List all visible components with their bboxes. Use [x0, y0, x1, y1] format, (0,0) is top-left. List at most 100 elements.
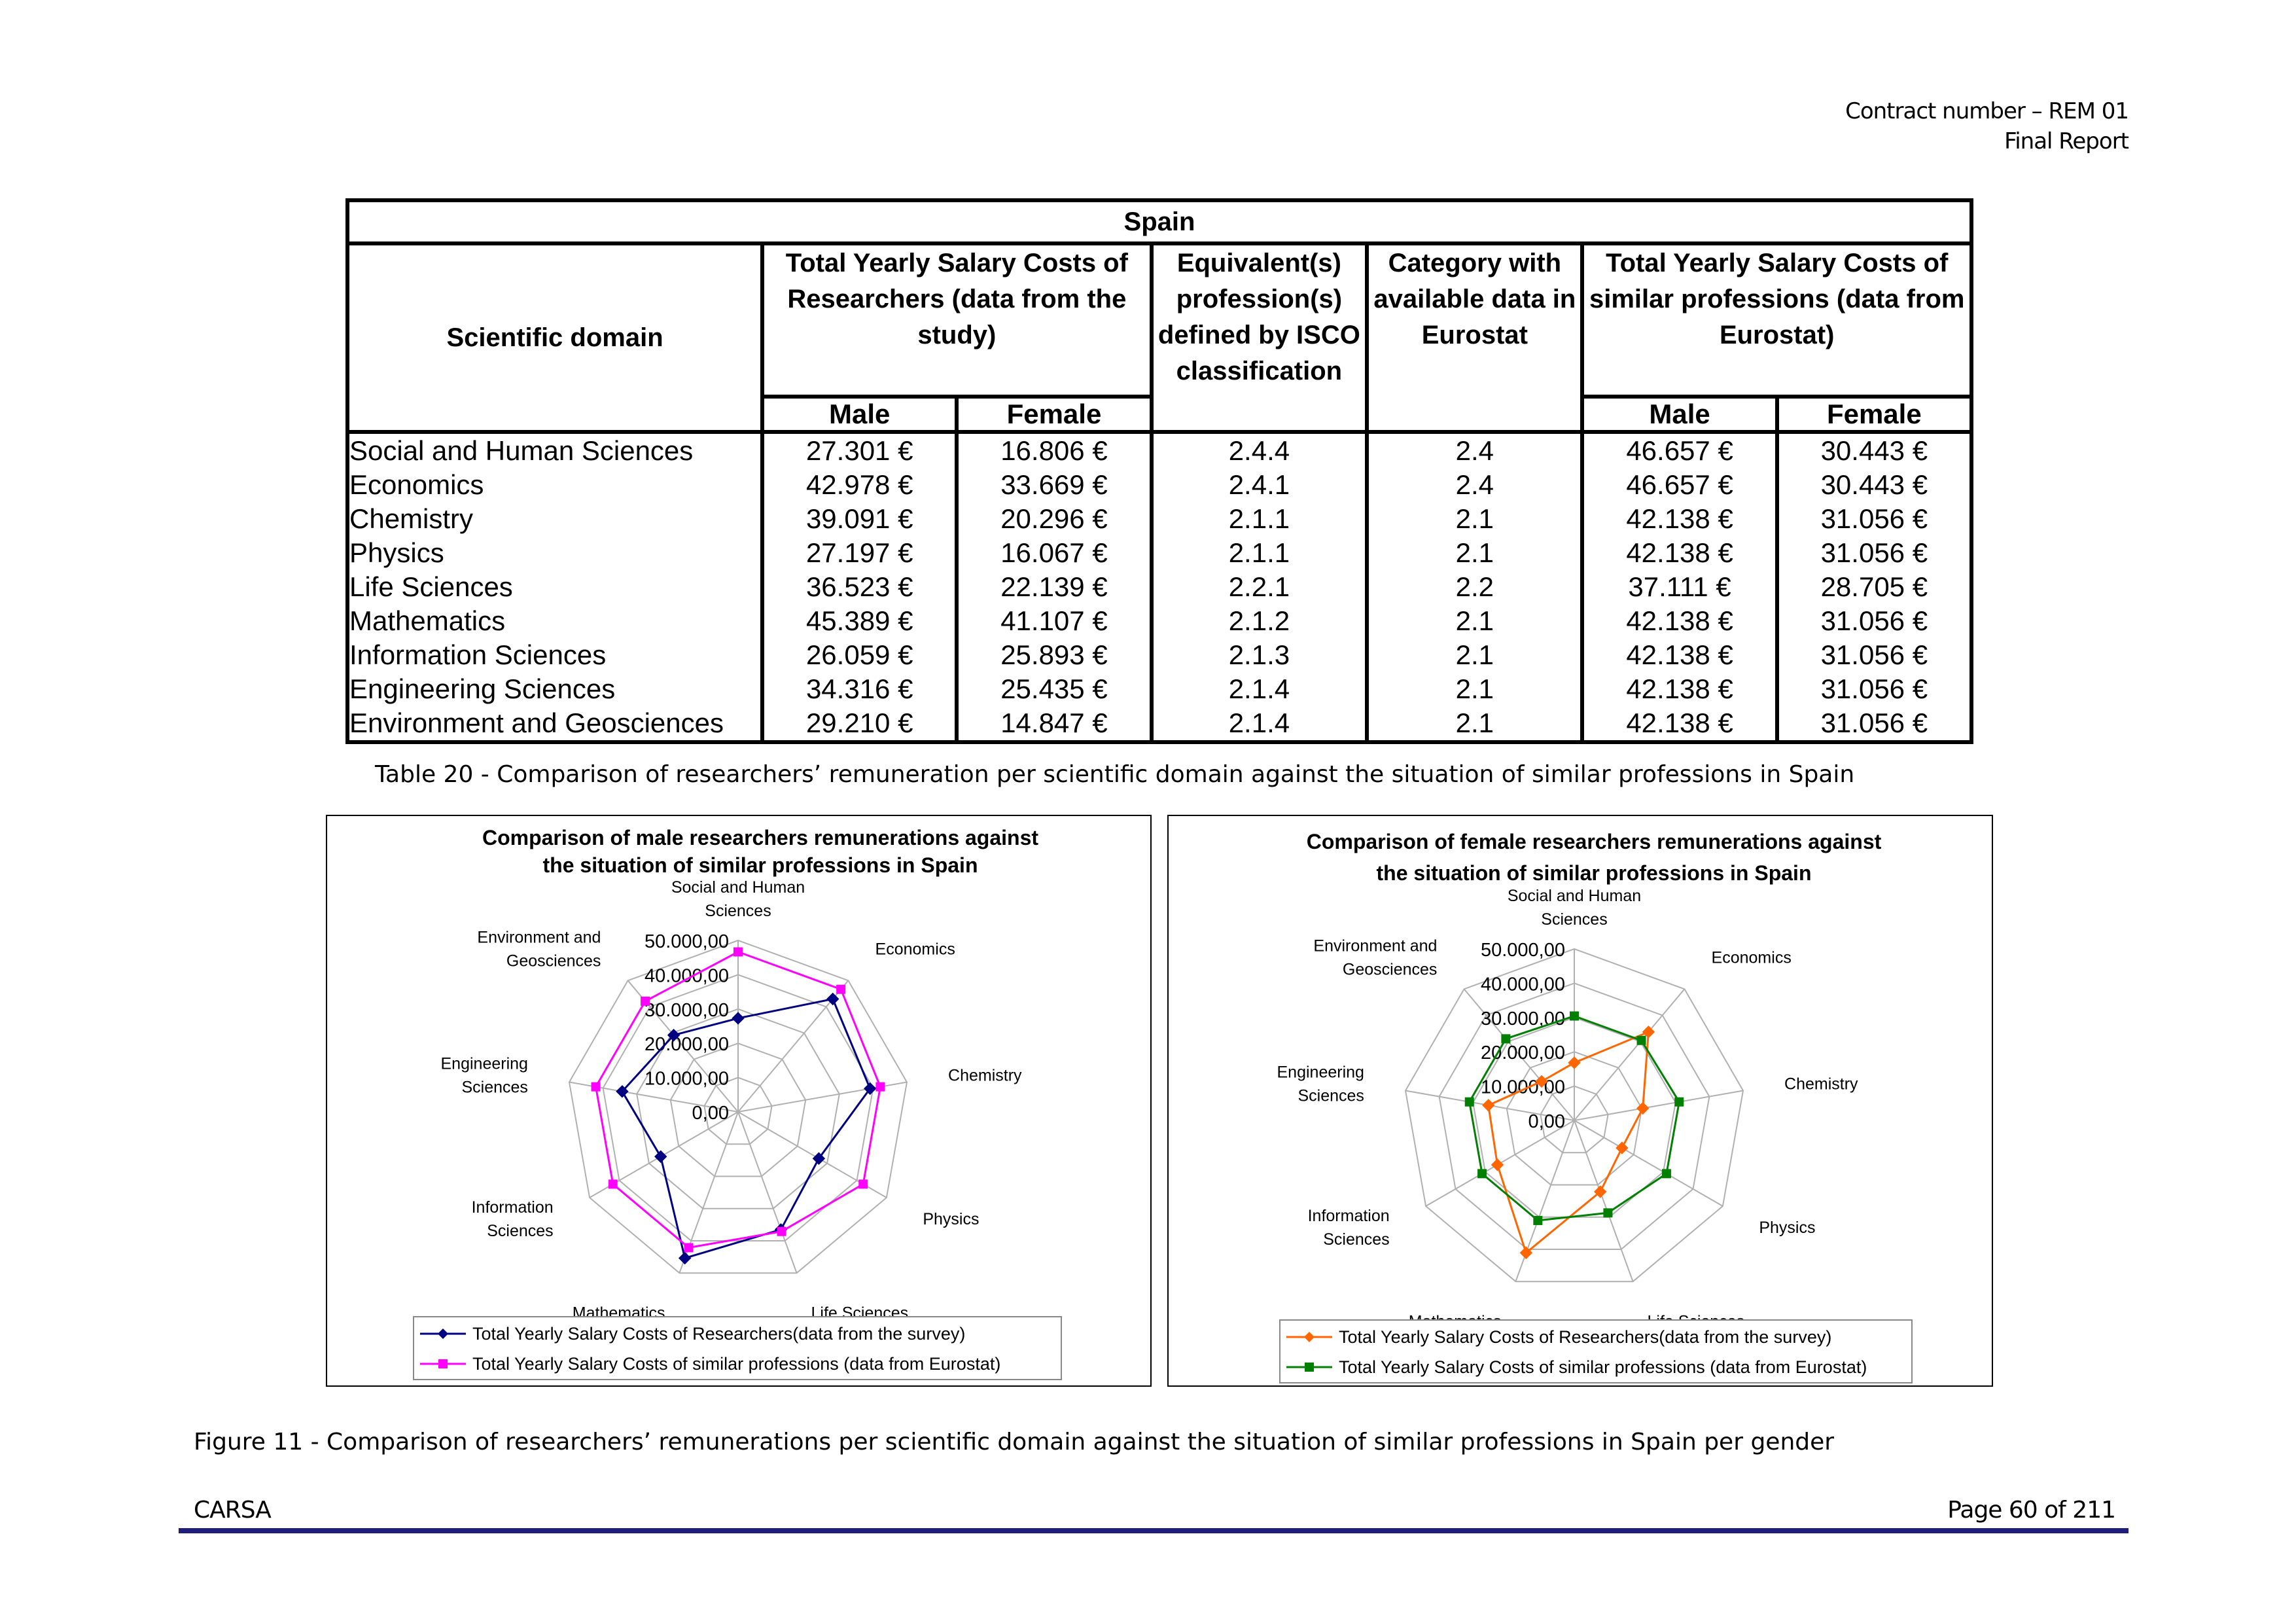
category-cell: 2.1 [1367, 536, 1585, 570]
grid-ring [1506, 1051, 1643, 1186]
study-male-cell: 27.301 € [762, 432, 959, 468]
category-cell: 2.1 [1367, 672, 1585, 706]
category-cell: 2.1 [1367, 604, 1585, 638]
footer-company: CARSA [194, 1497, 272, 1524]
category-cell: 2.4 [1367, 468, 1585, 502]
study-female-cell: 25.435 € [957, 672, 1154, 706]
domain-cell: Information Sciences [345, 638, 765, 672]
eurostat-male-cell: 42.138 € [1582, 638, 1779, 672]
eurostat-female-cell: 31.056 € [1776, 672, 1974, 706]
data-point [1642, 1026, 1655, 1039]
female-radar-svg: Comparison of female researchers remuner… [1277, 830, 1913, 1383]
series-line [1468, 1014, 1680, 1222]
category-label: Social and Human [671, 878, 805, 897]
category-cell: 2.2 [1367, 570, 1585, 604]
data-point [875, 1082, 885, 1092]
data-point [1636, 1101, 1650, 1115]
female-radar-chart: Comparison of female researchers remuner… [1167, 815, 1993, 1387]
eurostat-female-cell: 31.056 € [1776, 604, 1974, 638]
data-point [654, 1150, 667, 1163]
series-line [595, 950, 881, 1249]
eurostat-male-cell: 42.138 € [1582, 672, 1779, 706]
eurostat-male-cell: 46.657 € [1582, 468, 1779, 502]
category-label: Environment and [1313, 936, 1437, 955]
data-point [608, 1179, 618, 1189]
eurostat-female-cell: 28.705 € [1776, 570, 1974, 604]
eurostat-female-cell: 31.056 € [1776, 502, 1974, 536]
category-label: Economics [875, 940, 955, 958]
data-point [1603, 1208, 1613, 1218]
isco-cell: 2.1.4 [1151, 672, 1369, 706]
header-report-type: Final Report [2004, 128, 2129, 154]
axis-tick-label: 50.000,00 [1481, 940, 1565, 961]
grid-ring [703, 1077, 773, 1145]
header-study-female: Female [955, 395, 1154, 434]
study-female-cell: 25.893 € [957, 638, 1154, 672]
axis-tick-label: 20.000,00 [1481, 1043, 1565, 1063]
data-point [1535, 1075, 1548, 1088]
eurostat-male-cell: 37.111 € [1582, 570, 1779, 604]
domain-cell: Environment and Geosciences [345, 706, 765, 744]
study-male-cell: 42.978 € [762, 468, 959, 502]
legend-marker [438, 1359, 448, 1368]
category-label: Engineering [441, 1054, 528, 1073]
grid-spoke [1574, 1120, 1634, 1282]
header-contract-number: Contract number – REM 01 [1845, 98, 2129, 124]
chart-title-line2: the situation of similar professions in … [1377, 861, 1812, 885]
data-point [812, 1152, 826, 1165]
category-label: Sciences [1323, 1230, 1389, 1249]
axis-tick-label: 10.000,00 [1481, 1077, 1565, 1098]
data-point [591, 1082, 601, 1092]
category-label: Sciences [487, 1222, 553, 1240]
data-point [732, 1012, 745, 1025]
grid-ring [602, 974, 874, 1241]
category-label: Information [472, 1198, 554, 1217]
table-row: Economics 42.978 €33.669 €2.4.1 2.4 46.657 … [345, 468, 1974, 502]
isco-cell: 2.1.3 [1151, 638, 1369, 672]
study-male-cell: 45.389 € [762, 604, 959, 638]
data-point [1491, 1158, 1504, 1171]
eurostat-male-cell: 42.138 € [1582, 536, 1779, 570]
category-label: Sciences [1541, 910, 1607, 929]
table-row: Physics 27.197 €16.067 €2.1.1 2.1 42.138 €3… [345, 536, 1974, 570]
eurostat-female-cell: 31.056 € [1776, 638, 1974, 672]
male-radar-svg: Comparison of male researchers remunerat… [413, 826, 1062, 1380]
study-female-cell: 16.067 € [957, 536, 1154, 570]
isco-cell: 2.4.1 [1151, 468, 1369, 502]
study-male-cell: 27.197 € [762, 536, 959, 570]
data-point [678, 1251, 692, 1265]
study-female-cell: 14.847 € [957, 706, 1154, 744]
data-point [1570, 1011, 1579, 1021]
header-eurostat-costs: Total Yearly Salary Costs of similar pro… [1580, 241, 1973, 397]
data-point [1533, 1215, 1543, 1225]
study-male-cell: 26.059 € [762, 638, 959, 672]
data-point [1477, 1169, 1487, 1179]
data-point [1501, 1034, 1511, 1044]
data-point [836, 984, 846, 994]
study-female-cell: 22.139 € [957, 570, 1154, 604]
eurostat-male-cell: 46.657 € [1582, 432, 1779, 468]
data-point [684, 1243, 694, 1253]
category-label: Engineering [1277, 1063, 1364, 1081]
domain-cell: Social and Human Sciences [345, 432, 765, 468]
header-study-costs: Total Yearly Salary Costs of Researchers… [760, 241, 1154, 397]
domain-cell: Engineering Sciences [345, 672, 765, 706]
legend-marker [438, 1329, 448, 1339]
header-isco: Equivalent(s) profession(s) defined by I… [1149, 241, 1369, 434]
grid-spoke [1574, 988, 1686, 1121]
table-caption: Table 20 - Comparison of researchers’ re… [375, 761, 1855, 788]
table-row: Chemistry 39.091 €20.296 €2.1.1 2.1 42.138 … [345, 502, 1974, 536]
eurostat-male-cell: 42.138 € [1582, 604, 1779, 638]
category-label: Chemistry [948, 1066, 1022, 1084]
grid-spoke [1574, 1120, 1723, 1207]
data-point [864, 1082, 877, 1096]
data-point [1674, 1097, 1684, 1107]
study-male-cell: 29.210 € [762, 706, 959, 744]
legend-entry: Total Yearly Salary Costs of similar pro… [472, 1354, 1000, 1374]
domain-cell: Mathematics [345, 604, 765, 638]
header-eurostat-category: Category with available data in Eurostat [1365, 241, 1585, 434]
axis-tick-label: 30.000,00 [645, 1000, 729, 1021]
salary-comparison-table: Spain Scientific domain Total Yearly Sal… [345, 198, 1974, 744]
grid-spoke [1574, 1090, 1744, 1121]
eurostat-female-cell: 30.443 € [1776, 468, 1974, 502]
